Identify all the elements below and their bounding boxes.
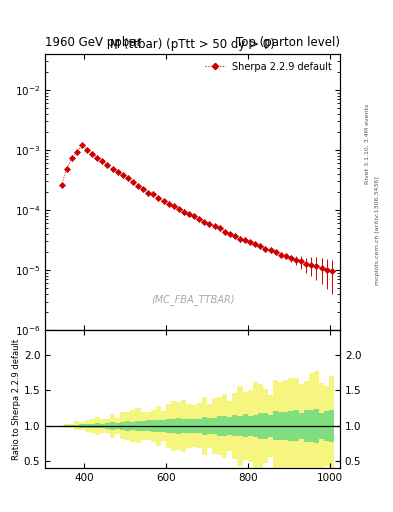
Legend: Sherpa 2.2.9 default: Sherpa 2.2.9 default — [202, 58, 335, 74]
Text: mcplots.cern.ch [arXiv:1306.3436]: mcplots.cern.ch [arXiv:1306.3436] — [375, 176, 380, 285]
Text: (MC_FBA_TTBAR): (MC_FBA_TTBAR) — [151, 294, 234, 305]
Y-axis label: Ratio to Sherpa 2.2.9 default: Ratio to Sherpa 2.2.9 default — [12, 339, 21, 460]
Title: M (ttbar) (pTtt > 50 dy > 0): M (ttbar) (pTtt > 50 dy > 0) — [110, 38, 275, 51]
Text: Top (parton level): Top (parton level) — [236, 36, 340, 49]
Text: 1960 GeV ppbar: 1960 GeV ppbar — [45, 36, 142, 49]
Text: Rivet 3.1.10, 3.4M events: Rivet 3.1.10, 3.4M events — [365, 103, 370, 183]
